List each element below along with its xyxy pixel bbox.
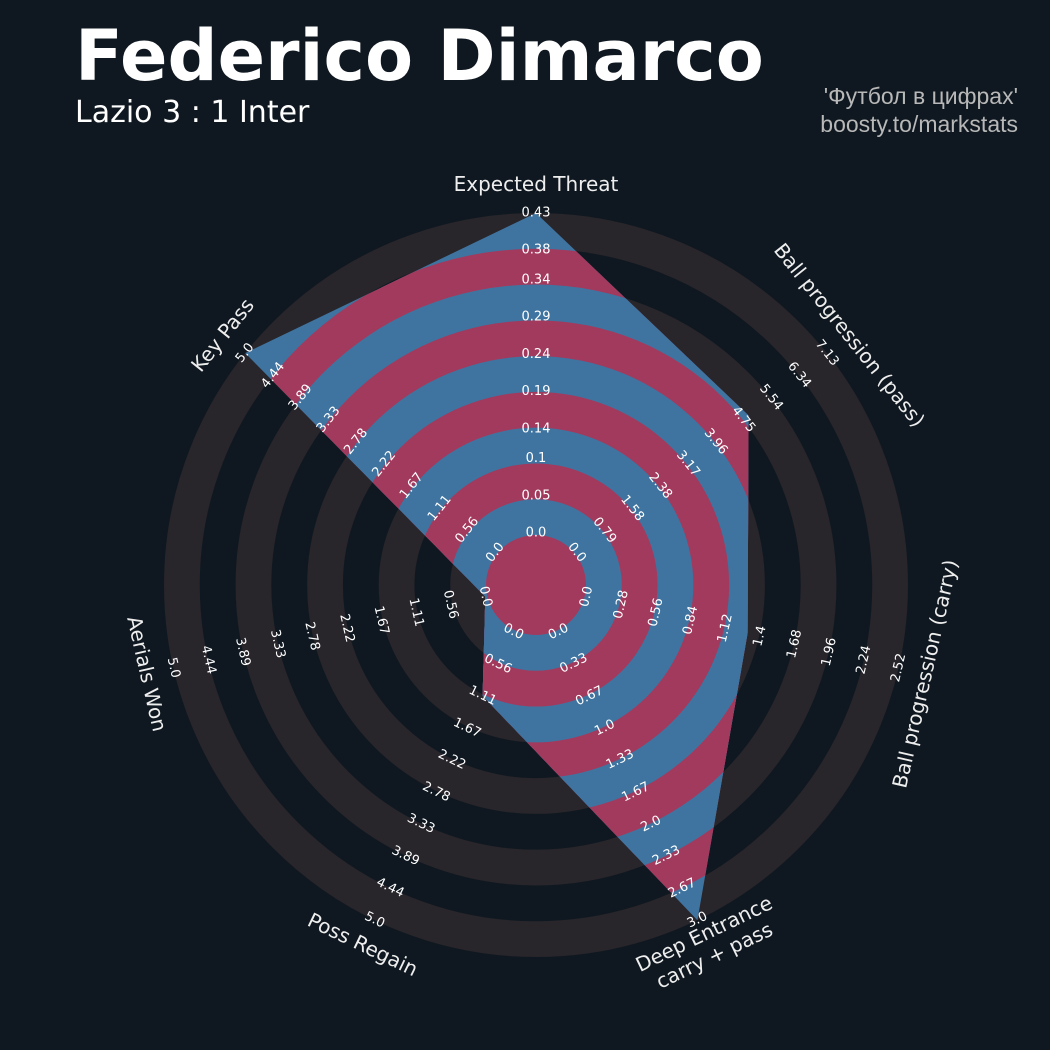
- tick-label: 2.52: [888, 652, 909, 684]
- tick-label: 0.84: [680, 605, 701, 637]
- tick-label: 2.22: [336, 612, 357, 644]
- tick-label: 2.24: [853, 644, 874, 676]
- tick-label: 0.38: [522, 243, 551, 258]
- tick-label: 3.89: [232, 636, 253, 668]
- tick-label: 0.56: [440, 589, 461, 621]
- tick-label: 0.0: [526, 526, 547, 541]
- tick-label: 1.67: [371, 605, 392, 637]
- tick-label: 0.28: [611, 589, 632, 621]
- tick-label: 0.24: [522, 347, 551, 362]
- tick-label: 0.05: [522, 488, 551, 503]
- param-label: Expected Threat: [454, 172, 619, 196]
- center-circle: [486, 535, 586, 635]
- tick-label: 0.19: [522, 384, 551, 399]
- tick-label: 1.4: [750, 624, 769, 648]
- tick-label: 1.96: [819, 636, 840, 668]
- tick-label: 0.43: [522, 206, 551, 221]
- credit: 'Футбол в цифрах': [824, 83, 1018, 109]
- tick-label: 0.0: [577, 585, 596, 609]
- tick-label: 0.0: [476, 585, 495, 609]
- param-label-line: Expected Threat: [454, 172, 619, 196]
- tick-label: 3.33: [267, 628, 288, 660]
- chart-subtitle: Lazio 3 : 1 Inter: [75, 95, 310, 130]
- tick-label: 1.11: [406, 597, 427, 629]
- tick-label: 1.12: [715, 612, 736, 644]
- tick-label: 0.1: [526, 451, 547, 466]
- tick-label: 1.68: [784, 628, 805, 660]
- chart-title: Federico Dimarco: [75, 15, 764, 97]
- tick-label: 0.14: [522, 421, 551, 436]
- tick-label: 4.44: [198, 644, 219, 676]
- tick-label: 0.29: [522, 310, 551, 325]
- tick-label: 0.34: [522, 272, 551, 287]
- tick-label: 0.56: [645, 597, 666, 629]
- credit: boosty.to/markstats: [820, 111, 1018, 137]
- tick-label: 5.0: [164, 656, 183, 680]
- tick-label: 2.78: [301, 620, 322, 652]
